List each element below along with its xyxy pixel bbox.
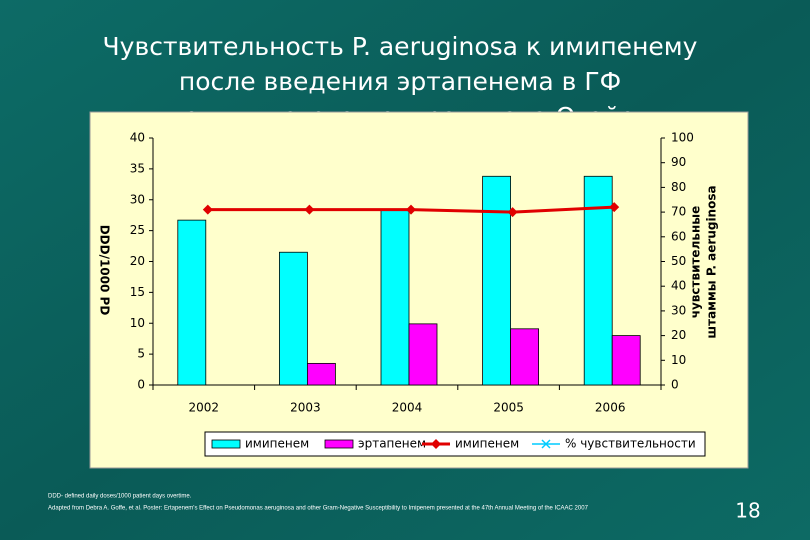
bar (177, 219, 207, 386)
y-tick-label: 5 (137, 347, 145, 361)
y2-axis-label: штаммы P. aeruginosa (705, 185, 719, 338)
y2-tick-label: 60 (671, 229, 686, 243)
legend-label: % чувствительности (565, 437, 696, 451)
bar (380, 208, 410, 386)
y-tick-label: 30 (130, 192, 145, 206)
y2-tick-label: 50 (671, 254, 686, 268)
y-tick-label: 10 (130, 316, 145, 330)
bar (306, 362, 336, 386)
x-tick-label: 2002 (189, 401, 220, 415)
x-tick-label: 2004 (392, 401, 423, 415)
y-tick-label: 20 (130, 254, 145, 268)
page-number: 18 (735, 499, 760, 523)
y-tick-label: 40 (130, 131, 145, 145)
bar (583, 175, 613, 386)
point (304, 204, 315, 215)
y2-tick-label: 70 (671, 205, 686, 219)
y-tick-label: 0 (137, 378, 145, 392)
x-tick-label: 2003 (290, 401, 321, 415)
legend-swatch (211, 439, 241, 449)
y-tick-label: 35 (130, 161, 145, 175)
bar (278, 251, 308, 386)
y2-tick-label: 80 (671, 180, 686, 194)
y2-tick-label: 30 (671, 303, 686, 317)
y2-axis-label: чувствительные (689, 206, 703, 318)
x-tick-label: 2005 (493, 401, 524, 415)
y2-tick-label: 20 (671, 328, 686, 342)
y2-tick-label: 0 (671, 378, 679, 392)
legend-marker (541, 439, 551, 449)
point (609, 202, 620, 213)
y2-tick-label: 10 (671, 353, 686, 367)
bar (482, 175, 512, 386)
y-tick-label: 25 (130, 223, 145, 237)
y2-tick-label: 100 (671, 131, 694, 145)
y2-tick-label: 90 (671, 155, 686, 169)
footnote: DDD- defined daily doses/1000 patient da… (48, 494, 192, 500)
y-axis-label: DDD/1000 PD (98, 225, 112, 316)
title-line: Чувствительность P. aeruginosa к имипене… (103, 32, 698, 61)
bar (611, 335, 641, 386)
title-line: после введения эртапенема в ГФ (179, 67, 621, 96)
point (507, 207, 518, 218)
legend-label: имипенем (245, 437, 309, 451)
bar (510, 328, 540, 386)
legend-swatch (324, 439, 354, 449)
legend-label: имипенем (455, 437, 519, 451)
legend-marker (431, 439, 441, 449)
footnote: Adapted from Debra A. Goffe, et al. Post… (48, 506, 589, 512)
legend-box (204, 431, 706, 457)
bar (408, 323, 438, 386)
legend-label: эртапенем (358, 437, 426, 451)
point (202, 204, 213, 215)
point (406, 204, 416, 215)
y-tick-label: 15 (130, 285, 145, 299)
y2-tick-label: 40 (671, 279, 686, 293)
x-tick-label: 2006 (595, 401, 626, 415)
